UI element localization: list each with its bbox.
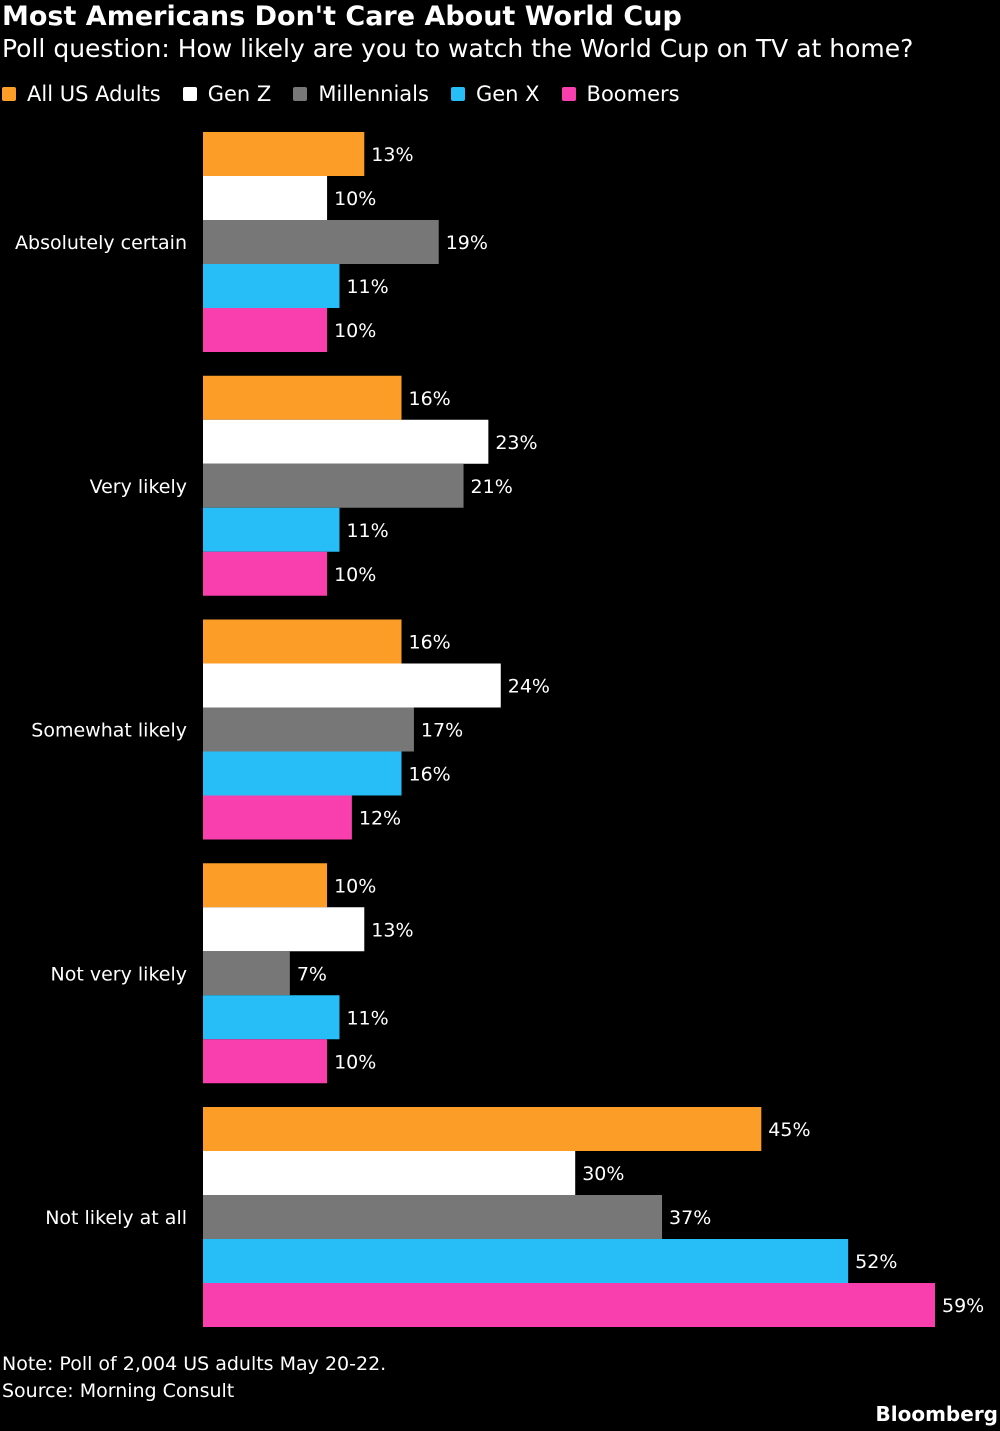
bar-absolutely-certain-gen-z: [203, 176, 328, 220]
data-label-absolutely-certain-all-us-adults: 13%: [371, 144, 413, 166]
legend-item-gen-z: Gen Z: [182, 82, 272, 106]
legend-swatch: [561, 87, 576, 101]
data-label-very-likely-gen-x: 11%: [346, 520, 388, 542]
data-label-absolutely-certain-boomers: 10%: [334, 320, 376, 342]
bar-absolutely-certain-all-us-adults: [203, 132, 365, 176]
data-label-absolutely-certain-millennials: 19%: [446, 232, 488, 254]
data-label-not-very-likely-boomers: 10%: [334, 1051, 376, 1073]
data-label-very-likely-boomers: 10%: [334, 564, 376, 586]
legend-swatch: [450, 87, 465, 101]
chart-title: Most Americans Don't Care About World Cu…: [2, 1, 682, 32]
bar-very-likely-millennials: [203, 463, 464, 508]
data-label-somewhat-likely-all-us-adults: 16%: [409, 632, 451, 654]
category-label-very-likely: Very likely: [90, 476, 187, 498]
bar-not-very-likely-millennials: [203, 951, 290, 996]
bar-not-likely-at-all-all-us-adults: [203, 1107, 762, 1151]
data-label-somewhat-likely-gen-x: 16%: [409, 764, 451, 786]
legend-swatch: [2, 87, 16, 101]
bar-somewhat-likely-millennials: [203, 707, 414, 752]
bar-very-likely-gen-z: [203, 419, 489, 464]
data-label-not-likely-at-all-millennials: 37%: [669, 1207, 711, 1229]
legend-swatch: [293, 87, 308, 101]
data-label-not-very-likely-gen-z: 13%: [371, 919, 413, 941]
bar-not-likely-at-all-gen-x: [203, 1239, 849, 1283]
bar-not-very-likely-gen-x: [203, 995, 340, 1040]
bar-somewhat-likely-gen-z: [203, 663, 501, 708]
data-label-absolutely-certain-gen-z: 10%: [334, 188, 376, 210]
legend-item-millennials: Millennials: [293, 82, 429, 106]
data-label-not-likely-at-all-gen-x: 52%: [855, 1251, 897, 1273]
bar-not-very-likely-all-us-adults: [203, 863, 328, 908]
bar-not-very-likely-gen-z: [203, 907, 365, 952]
legend-label: Gen X: [475, 82, 540, 106]
data-label-somewhat-likely-boomers: 12%: [359, 808, 401, 830]
bar-very-likely-boomers: [203, 551, 328, 596]
bar-somewhat-likely-gen-x: [203, 751, 402, 796]
data-label-very-likely-gen-z: 23%: [495, 432, 537, 454]
data-label-very-likely-all-us-adults: 16%: [409, 388, 451, 410]
bar-absolutely-certain-gen-x: [203, 264, 340, 308]
legend-label: Gen Z: [207, 82, 272, 106]
bar-somewhat-likely-boomers: [203, 795, 352, 840]
data-label-somewhat-likely-millennials: 17%: [421, 720, 463, 742]
data-label-somewhat-likely-gen-z: 24%: [508, 676, 550, 698]
legend-label: Boomers: [586, 82, 680, 106]
data-label-not-very-likely-millennials: 7%: [297, 963, 327, 985]
bar-not-likely-at-all-gen-z: [203, 1151, 576, 1195]
data-label-not-likely-at-all-all-us-adults: 45%: [768, 1119, 810, 1141]
legend-label: All US Adults: [27, 82, 161, 106]
legend-item-gen-x: Gen X: [450, 82, 540, 106]
data-label-absolutely-certain-gen-x: 11%: [346, 276, 388, 298]
source-note: Source: Morning Consult: [2, 1380, 235, 1402]
legend-swatch: [182, 87, 197, 101]
legend: All US Adults Gen Z Millennials Gen X Bo…: [2, 80, 702, 108]
data-label-not-likely-at-all-boomers: 59%: [942, 1295, 984, 1317]
legend-item-boomers: Boomers: [561, 82, 680, 106]
bar-not-likely-at-all-millennials: [203, 1195, 663, 1239]
category-label-absolutely-certain: Absolutely certain: [15, 232, 187, 254]
bar-somewhat-likely-all-us-adults: [203, 619, 402, 664]
data-label-not-likely-at-all-gen-z: 30%: [582, 1163, 624, 1185]
bar-absolutely-certain-boomers: [203, 308, 328, 352]
category-label-not-very-likely: Not very likely: [51, 963, 187, 985]
category-label-not-likely-at-all: Not likely at all: [45, 1207, 187, 1229]
bar-very-likely-all-us-adults: [203, 375, 402, 420]
category-label-somewhat-likely: Somewhat likely: [31, 720, 187, 742]
bar-very-likely-gen-x: [203, 507, 340, 552]
footnote: Note: Poll of 2,004 US adults May 20-22.: [2, 1353, 387, 1375]
data-label-not-very-likely-gen-x: 11%: [346, 1007, 388, 1029]
data-label-not-very-likely-all-us-adults: 10%: [334, 875, 376, 897]
chart-subtitle: Poll question: How likely are you to wat…: [2, 34, 914, 63]
data-label-very-likely-millennials: 21%: [471, 476, 513, 498]
bar-not-very-likely-boomers: [203, 1039, 328, 1084]
legend-label: Millennials: [318, 82, 429, 106]
legend-item-all-us-adults: All US Adults: [2, 82, 161, 106]
bar-not-likely-at-all-boomers: [203, 1283, 935, 1327]
bloomberg-logo: Bloomberg: [875, 1402, 998, 1426]
bar-absolutely-certain-millennials: [203, 220, 439, 264]
